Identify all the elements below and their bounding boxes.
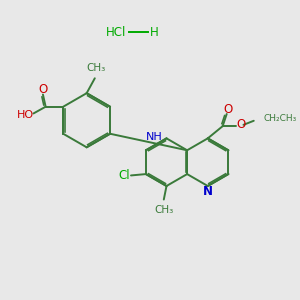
Text: CH₃: CH₃ (154, 205, 173, 215)
Text: HCl: HCl (106, 26, 127, 39)
Text: N: N (203, 185, 213, 198)
Text: Cl: Cl (118, 169, 130, 182)
Text: O: O (38, 83, 48, 96)
Text: O: O (236, 118, 246, 131)
Text: CH₃: CH₃ (86, 63, 106, 74)
Text: H: H (150, 26, 159, 39)
Text: HO: HO (17, 110, 34, 120)
Text: CH₂CH₃: CH₂CH₃ (263, 114, 296, 123)
Text: O: O (224, 103, 233, 116)
Text: NH: NH (146, 132, 163, 142)
